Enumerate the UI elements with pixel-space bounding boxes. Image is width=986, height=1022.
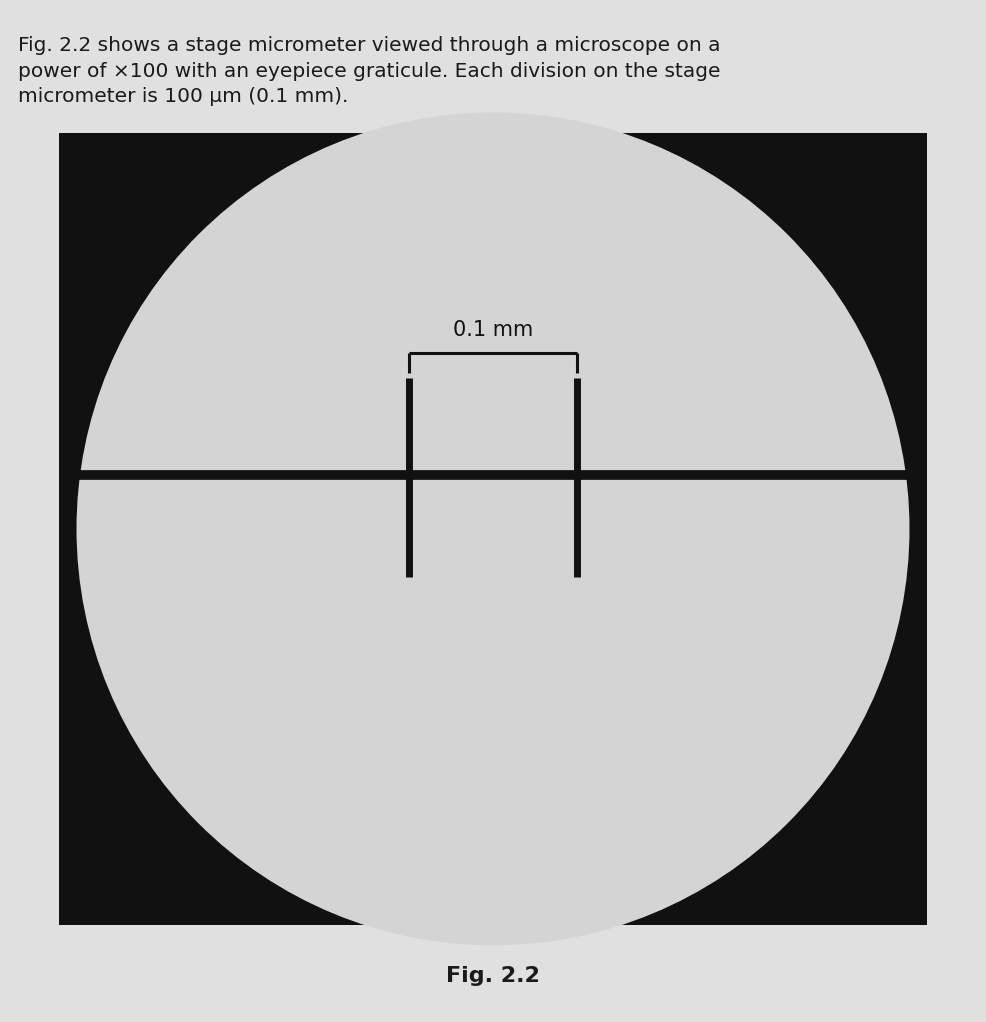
Text: 0.1 mm: 0.1 mm — [453, 320, 533, 340]
Text: Fig. 2.2 shows a stage micrometer viewed through a microscope on a
power of ×100: Fig. 2.2 shows a stage micrometer viewed… — [18, 36, 720, 106]
Bar — [59, 133, 927, 925]
Ellipse shape — [77, 112, 909, 945]
Text: Fig. 2.2: Fig. 2.2 — [446, 966, 540, 986]
